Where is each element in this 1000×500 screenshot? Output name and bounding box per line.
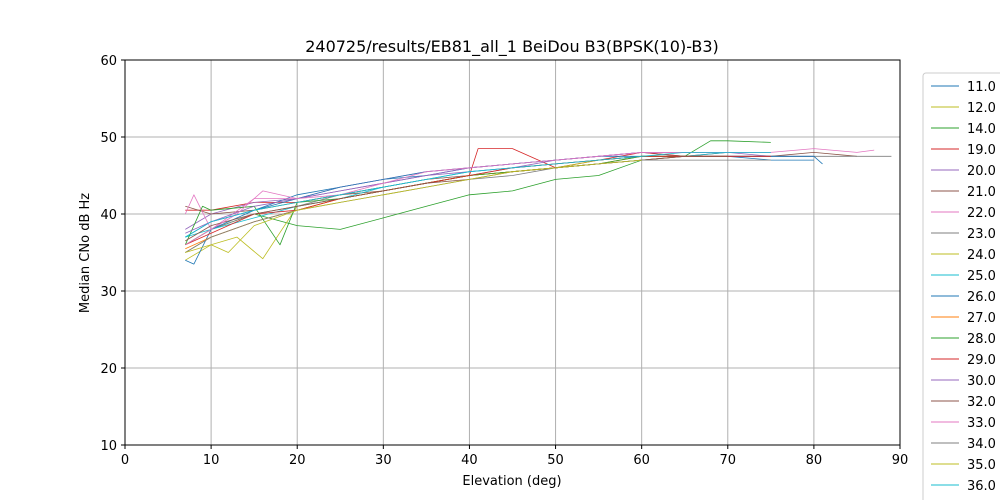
y-tick-label: 10	[100, 439, 117, 454]
x-axis-label: Elevation (deg)	[462, 474, 561, 489]
legend-label: 14.0	[967, 122, 996, 137]
legend-label: 24.0	[967, 248, 996, 263]
y-axis-label: Median CNo dB Hz	[78, 193, 93, 313]
y-tick-label: 40	[100, 208, 117, 223]
legend-label: 19.0	[967, 143, 996, 158]
x-tick-label: 40	[461, 453, 478, 468]
plot-frame	[124, 59, 901, 446]
legend-label: 30.0	[967, 374, 996, 389]
legend-label: 28.0	[967, 332, 996, 347]
legend-label: 26.0	[967, 290, 996, 305]
legend-label: 33.0	[967, 416, 996, 431]
legend-label: 36.0	[967, 479, 996, 494]
x-tick-label: 60	[633, 453, 650, 468]
axis-ticks: 0 10 20 30 40 50 60 70 80 90 10 20 30 40 50 60	[100, 54, 908, 468]
legend-label: 22.0	[967, 206, 996, 221]
x-tick-label: 80	[806, 453, 823, 468]
legend-label: 21.0	[967, 185, 996, 200]
x-tick-label: 10	[203, 453, 220, 468]
y-tick-label: 60	[100, 54, 117, 69]
legend: 11.0 12.0 14.0 19.0 20.0 21.0 22.0 23.0 24.0 25.0…	[922, 72, 1000, 500]
x-tick-label: 70	[720, 453, 737, 468]
legend-label: 11.0	[967, 80, 996, 95]
x-tick-label: 20	[289, 453, 306, 468]
x-tick-label: 50	[547, 453, 564, 468]
legend-label: 23.0	[967, 227, 996, 242]
legend-label: 20.0	[967, 164, 996, 179]
legend-box	[922, 72, 1000, 500]
legend-label: 12.0	[967, 101, 996, 116]
series-line-33.0	[185, 151, 728, 246]
y-tick-label: 30	[100, 285, 117, 300]
y-tick-label: 50	[100, 131, 117, 146]
x-tick-label: 90	[892, 453, 909, 468]
x-tick-label: 0	[121, 453, 129, 468]
series-line-36.0	[185, 151, 771, 238]
legend-label: 25.0	[967, 269, 996, 284]
x-tick-label: 30	[375, 453, 392, 468]
series-line-29.0	[185, 155, 771, 246]
y-tick-label: 20	[100, 362, 117, 377]
legend-label: 29.0	[967, 353, 996, 368]
series-line-35.0	[185, 159, 642, 253]
series-line-14.0	[185, 140, 771, 246]
legend-label: 32.0	[967, 395, 996, 410]
legend-label: 35.0	[967, 458, 996, 473]
chart-title: 240725/results/EB81_all_1 BeiDou B3(BPSK…	[305, 37, 719, 57]
plot-lines	[184, 140, 892, 265]
legend-label: 34.0	[967, 437, 996, 452]
legend-label: 27.0	[967, 311, 996, 326]
